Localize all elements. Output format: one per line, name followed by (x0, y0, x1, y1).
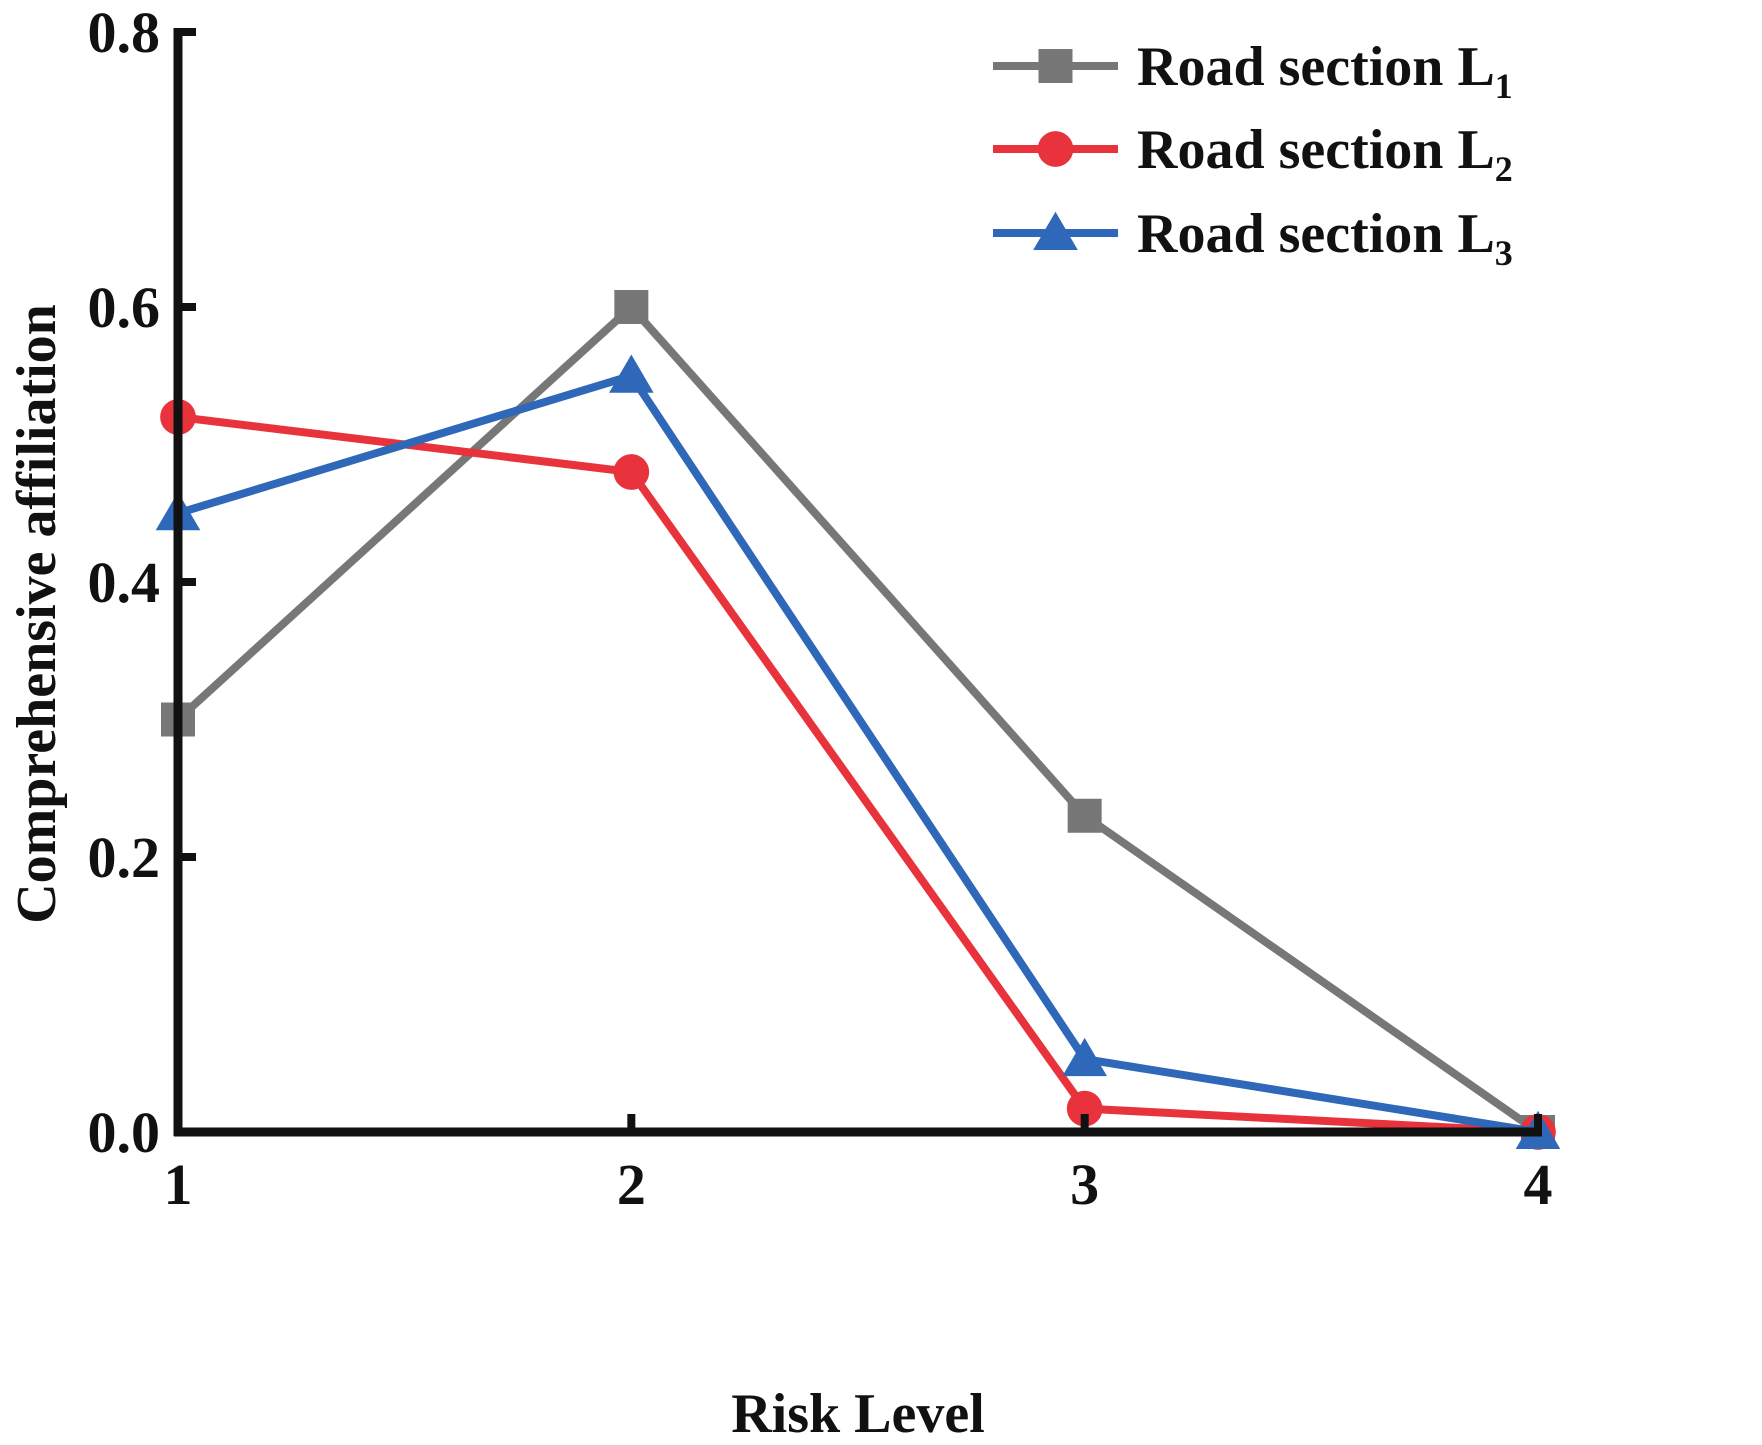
circle-marker (613, 454, 650, 490)
legend-label-main: Road section L (1137, 203, 1495, 265)
x-tick-label: 2 (617, 1152, 646, 1217)
series-layer (155, 290, 1561, 1150)
legend-label-subscript: 3 (1495, 233, 1513, 273)
series-line (176, 371, 1539, 1136)
y-tick-label: 0.8 (88, 0, 161, 65)
triangle-marker (1033, 211, 1078, 250)
y-tick-label: 0.0 (88, 1100, 161, 1165)
legend-label: Road section L3 (1137, 203, 1513, 273)
y-tick-label: 0.4 (88, 550, 161, 615)
x-axis-title: Risk Level (731, 1383, 985, 1445)
square-marker (1067, 798, 1102, 833)
legend-item-1: Road section L1 (993, 36, 1513, 106)
series-3 (155, 354, 1561, 1149)
circle-marker (1066, 1090, 1103, 1127)
legend-label: Road section L1 (1137, 36, 1513, 106)
legend-label-subscript: 2 (1495, 149, 1513, 189)
circle-marker (1037, 131, 1074, 167)
legend-item-2: Road section L2 (993, 119, 1513, 189)
triangle-marker (1062, 1037, 1107, 1077)
square-marker (614, 290, 649, 324)
y-tick-label: 0.2 (88, 825, 161, 890)
series-line (175, 301, 1541, 1136)
axes (173, 28, 1542, 1137)
triangle-marker (609, 354, 654, 393)
legend-label: Road section L2 (1137, 119, 1513, 189)
legend-item-3: Road section L3 (993, 203, 1513, 273)
y-axis-title: Comprehensive affiliation (6, 304, 68, 924)
x-tick-label: 3 (1070, 1152, 1099, 1217)
ticks: 0.0 0.2 0.4 0.6 0.8 1 2 3 4 (88, 0, 1553, 1217)
y-tick-label: 0.6 (88, 275, 161, 340)
series-2 (160, 399, 1556, 1150)
x-tick-label: 1 (164, 1152, 193, 1217)
x-tick-label: 4 (1524, 1152, 1553, 1217)
legend-label-main: Road section L (1137, 119, 1495, 181)
legend-label-main: Road section L (1137, 36, 1495, 98)
series-line (177, 413, 1539, 1136)
legend-label-subscript: 1 (1495, 66, 1513, 106)
square-marker (1038, 49, 1073, 83)
